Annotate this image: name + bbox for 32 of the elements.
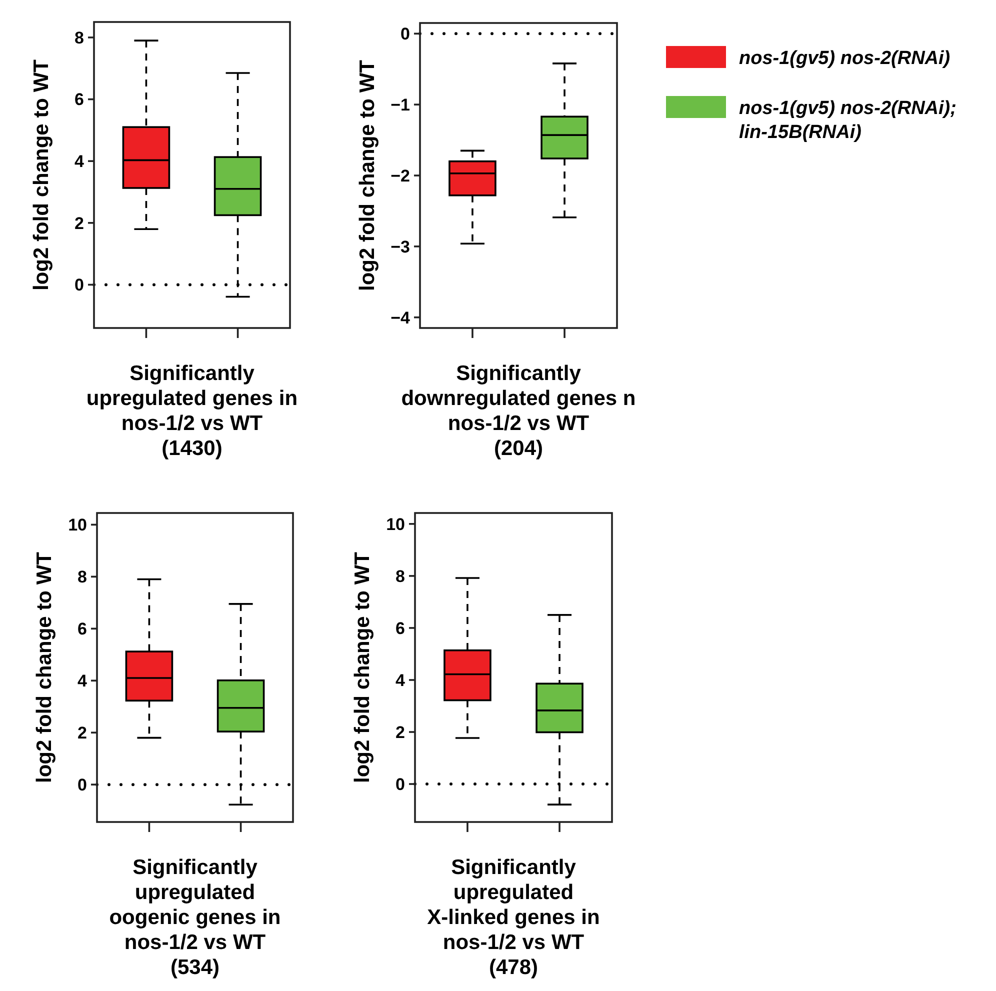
y-tick-label: 8 bbox=[78, 568, 87, 587]
y-axis-title: log2 fold change to WT bbox=[33, 552, 56, 783]
y-tick-label: 2 bbox=[396, 722, 405, 742]
y-tick-label: 4 bbox=[78, 672, 88, 691]
y-tick-label: −3 bbox=[390, 237, 410, 256]
legend-label: nos-1(gv5) nos-2(RNAi); lin-15B(RNAi) bbox=[739, 98, 956, 143]
y-axis-title: log2 fold change to WT bbox=[30, 59, 53, 290]
y-tick-label: 4 bbox=[74, 152, 85, 172]
y-tick-label: −1 bbox=[390, 96, 410, 115]
y-tick-label: 2 bbox=[78, 724, 87, 743]
y-tick-label: 10 bbox=[68, 516, 87, 535]
y-tick-label: −4 bbox=[390, 308, 411, 328]
y-tick-label: 6 bbox=[74, 90, 84, 110]
y-tick-label: 0 bbox=[74, 276, 84, 295]
y-axis-title: log2 fold change to WT bbox=[351, 552, 374, 783]
y-tick-label: 2 bbox=[74, 214, 84, 233]
y-tick-label: 8 bbox=[74, 28, 84, 48]
y-tick-label: 8 bbox=[396, 566, 405, 586]
x-axis-title: Significantly downregulated genes n nos-1/2 vs WT (204) bbox=[401, 362, 636, 460]
y-tick-label: 6 bbox=[78, 620, 87, 639]
y-tick-label: 0 bbox=[396, 774, 405, 794]
y-tick-label: −2 bbox=[390, 166, 410, 186]
x-axis-title: Significantly upregulated genes in nos-1/2 vs WT (1430) bbox=[86, 362, 298, 460]
y-tick-label: 0 bbox=[78, 776, 87, 795]
x-axis-title: Significantly upregulated X-linked genes in nos-1/2 vs WT (478) bbox=[427, 856, 600, 979]
y-tick-label: 4 bbox=[396, 670, 406, 690]
x-axis-title: Significantly upregulated oogenic genes in nos-1/2 vs WT (534) bbox=[109, 856, 281, 979]
y-tick-label: 6 bbox=[396, 618, 405, 638]
y-axis-title: log2 fold change to WT bbox=[356, 60, 379, 291]
y-tick-label: 10 bbox=[386, 514, 405, 534]
legend-label: nos-1(gv5) nos-2(RNAi) bbox=[739, 48, 950, 69]
y-tick-label: 0 bbox=[400, 24, 410, 44]
